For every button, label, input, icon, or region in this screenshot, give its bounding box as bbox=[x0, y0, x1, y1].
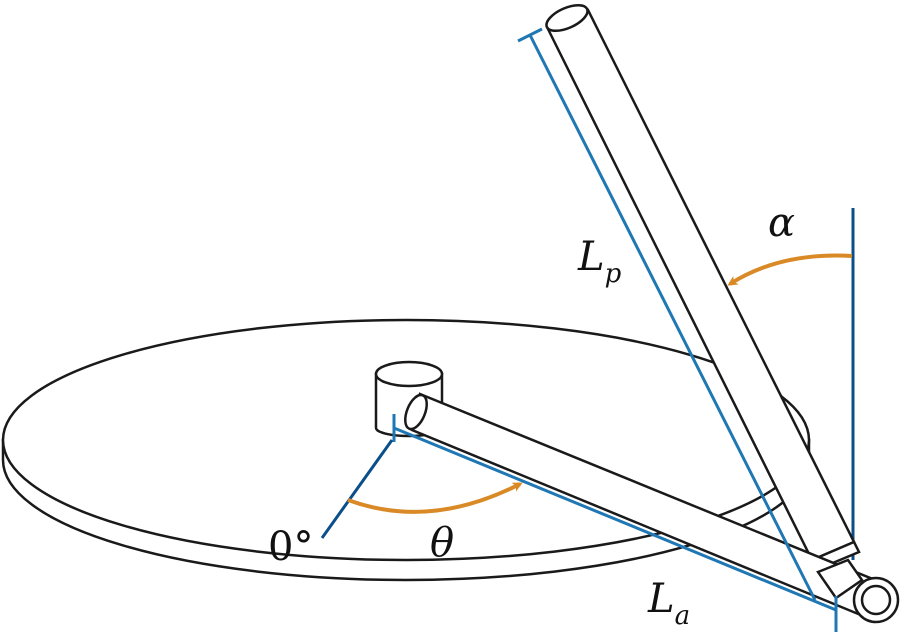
pivot-hub-top bbox=[374, 360, 444, 388]
lp-dimension-line bbox=[528, 34, 817, 601]
arm-length-label-main: L bbox=[647, 576, 675, 622]
pendulum-length-label: Lp bbox=[577, 234, 622, 289]
theta-angle-arrow bbox=[347, 482, 523, 514]
arm-end-joint-side bbox=[816, 558, 864, 600]
alpha-label: α bbox=[768, 200, 795, 246]
lp-dimension-tick-top bbox=[517, 27, 543, 43]
pendulum-rod-top-cap bbox=[545, 3, 589, 33]
zero-angle-label: 0° bbox=[268, 524, 313, 570]
arm-length-label-subscript: a bbox=[675, 601, 691, 631]
theta-label: θ bbox=[430, 520, 454, 566]
pendulum-rod bbox=[545, 3, 861, 572]
arm-rod-near-cap bbox=[404, 393, 428, 431]
arm-length-label: La bbox=[647, 576, 690, 631]
arm-end-joint-inner bbox=[860, 584, 892, 616]
pendulum-length-label-main: L bbox=[577, 234, 605, 280]
zero-angle-reference-line bbox=[320, 439, 394, 539]
pendulum-length-label-subscript: p bbox=[605, 259, 622, 289]
alpha-angle-arrow bbox=[727, 253, 853, 286]
arm-length-dimension bbox=[392, 414, 838, 632]
pendulum-length-dimension bbox=[517, 27, 817, 601]
la-dimension-line bbox=[393, 426, 837, 612]
arm-rod bbox=[404, 392, 900, 624]
